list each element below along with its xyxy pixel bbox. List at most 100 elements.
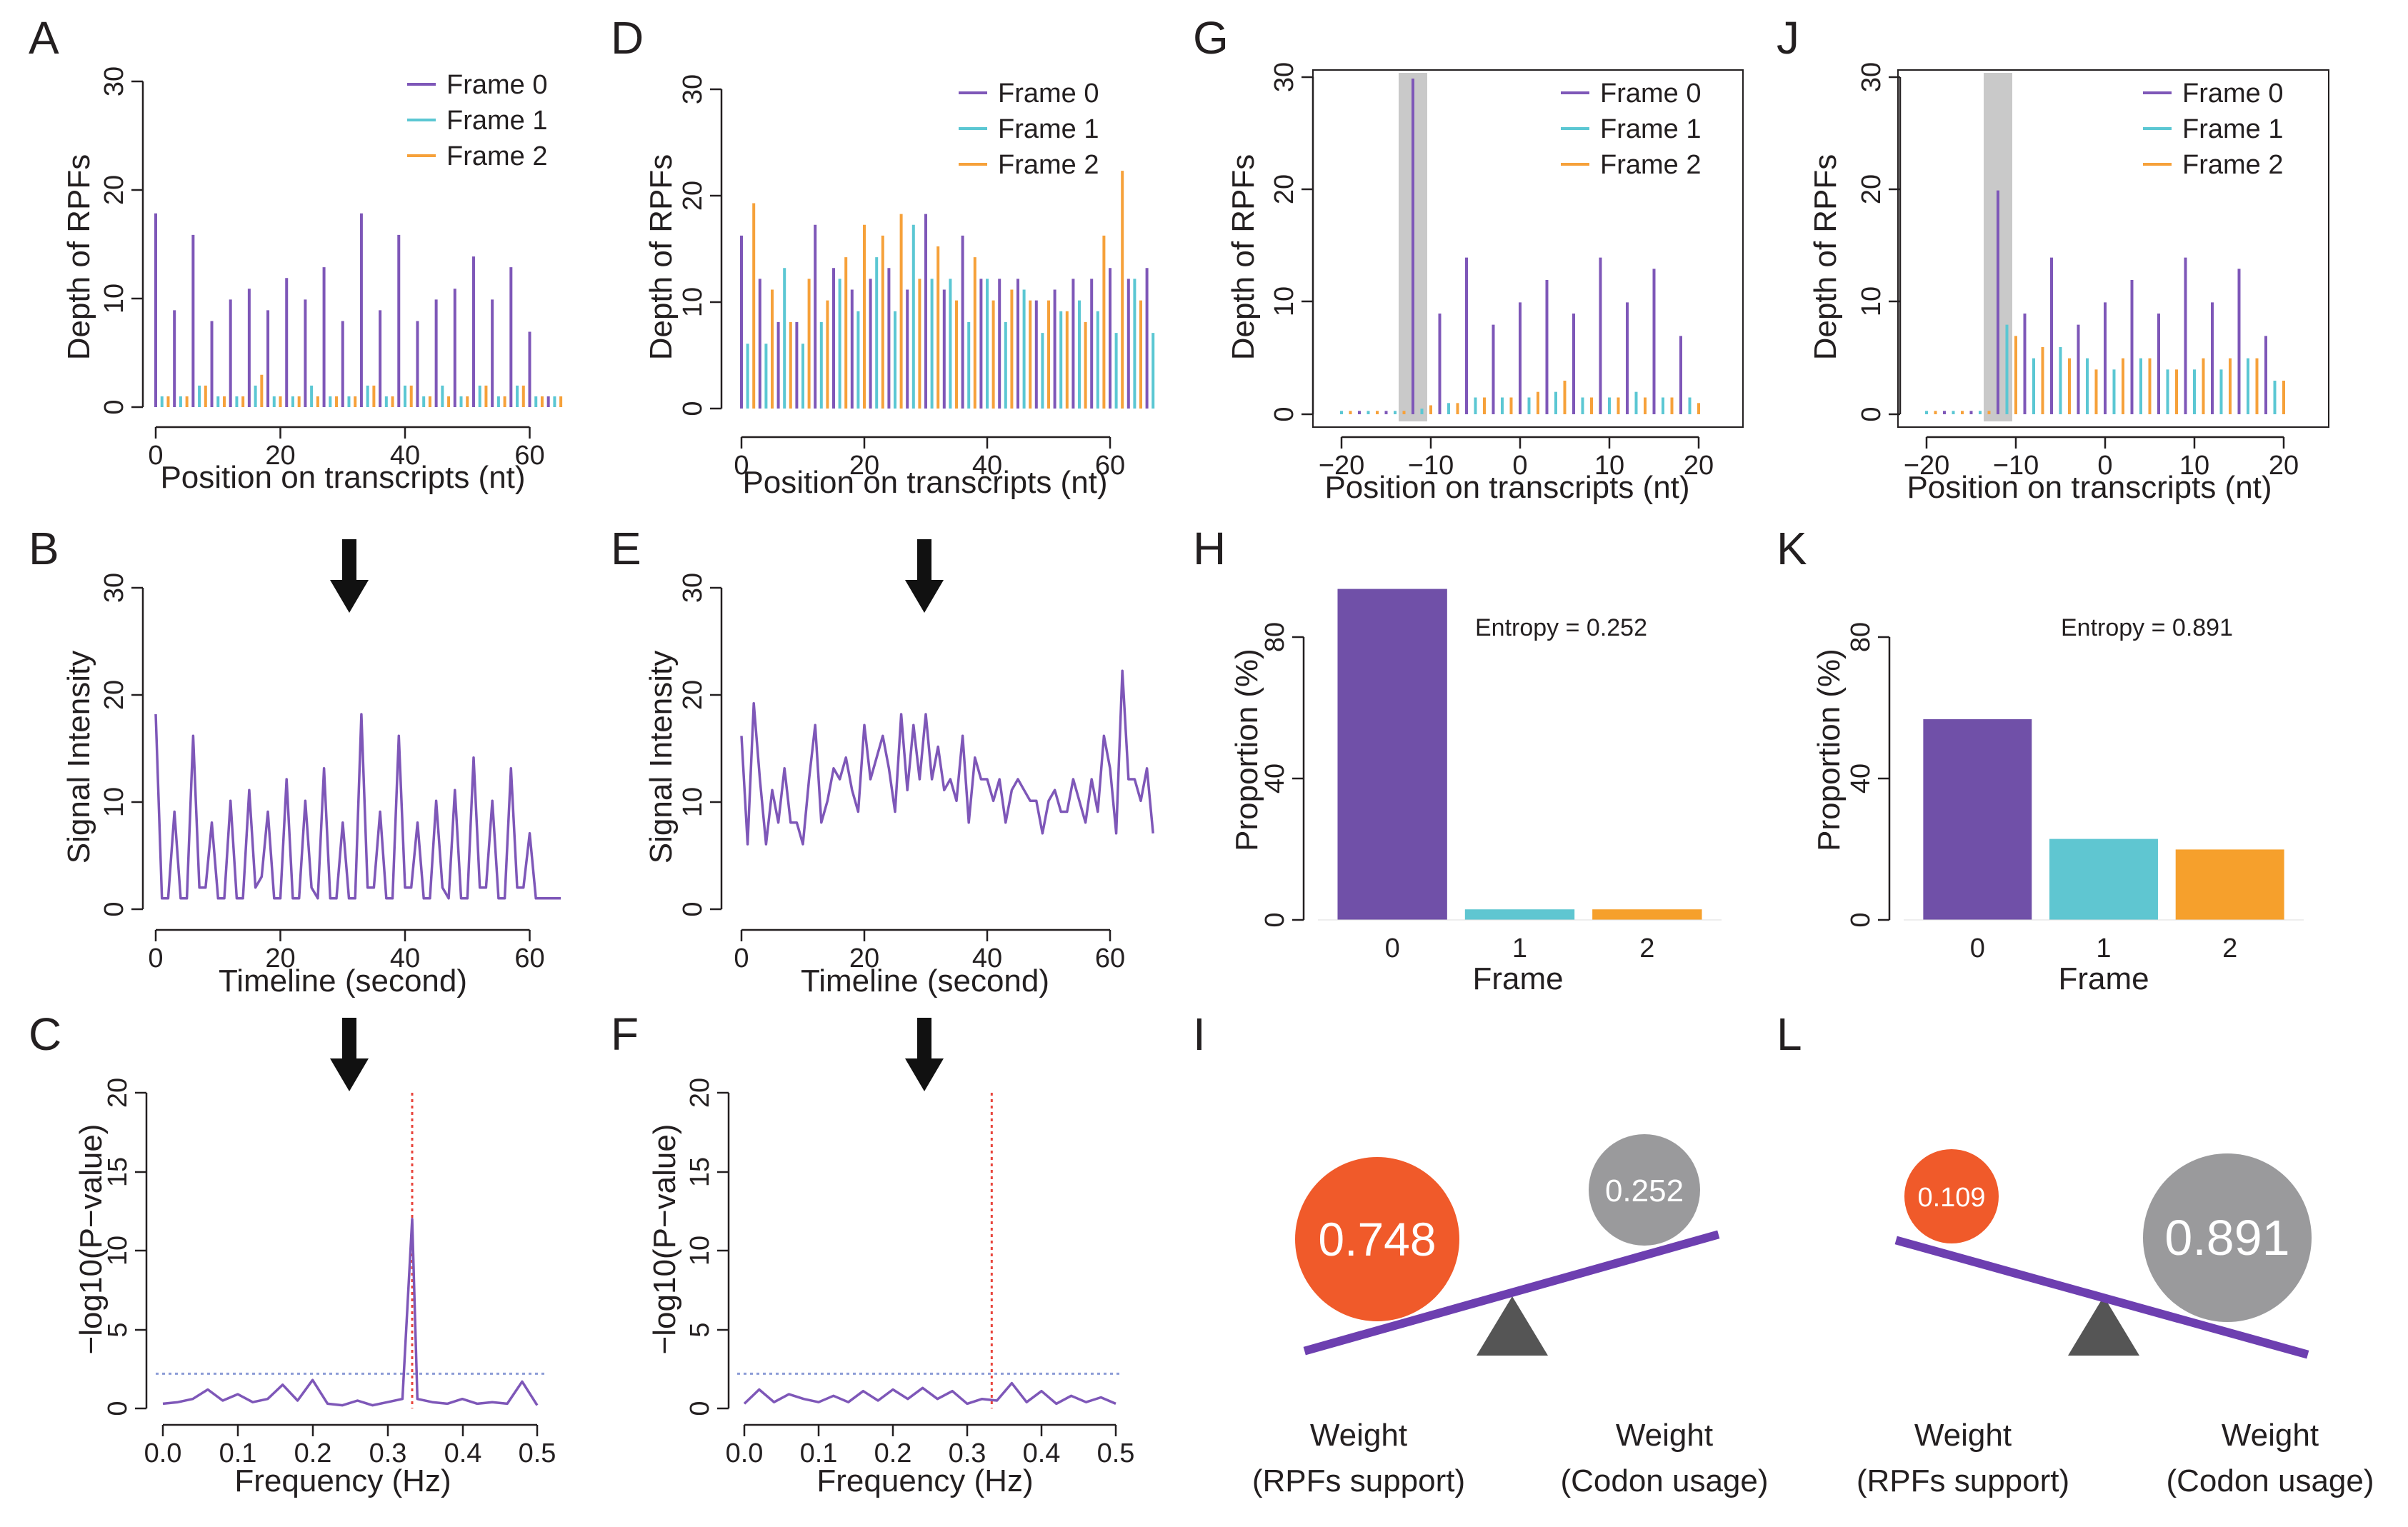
series-line <box>743 1381 1116 1406</box>
y-tick-label: 10 <box>99 787 129 817</box>
legend-label-frame2: Frame 2 <box>1600 150 1701 180</box>
x-tick-label: 0 <box>148 441 163 471</box>
legend-j: Frame 0 Frame 1 Frame 2 <box>2143 79 2283 180</box>
y-axis-title-g: Depth of RPFs <box>1226 154 1261 361</box>
y-tick-label: 40 <box>1846 764 1876 793</box>
weight-label-codon: Weight <box>1616 1418 1713 1453</box>
x-tick-label: 0.5 <box>519 1438 556 1468</box>
x-tick-label: 10 <box>1594 451 1624 481</box>
y-tick-label: 0 <box>99 901 129 916</box>
y-tick-label: 15 <box>103 1157 133 1187</box>
y-tick-label: 5 <box>103 1322 133 1337</box>
y-tick-label: 30 <box>99 573 129 603</box>
x-axis-title-d: Position on transcripts (nt) <box>742 465 1107 500</box>
legend-label-frame2: Frame 2 <box>998 150 1099 180</box>
x-tick-label: 0.5 <box>1097 1438 1135 1468</box>
rpf-weight-value: 0.109 <box>1917 1183 1985 1213</box>
x-tick-label: 0.1 <box>219 1438 257 1468</box>
y-tick-label: 30 <box>1269 62 1299 92</box>
arrow-down-icon <box>330 1018 369 1091</box>
y-tick-label: 0 <box>103 1401 133 1416</box>
y-tick-label: 80 <box>1846 622 1876 652</box>
bar-frame-0 <box>1923 719 2032 920</box>
y-tick-label: 40 <box>1260 764 1290 793</box>
x-tick-label: 1 <box>2096 933 2111 963</box>
x-tick-label: −10 <box>1408 451 1454 481</box>
bar-frame-1 <box>1464 909 1575 920</box>
panel-letter-c: C <box>29 1008 61 1060</box>
y-tick-label: 0 <box>1846 912 1876 927</box>
x-tick-label: 2 <box>1639 933 1654 963</box>
y-tick-label: 20 <box>685 1078 715 1108</box>
legend-label-frame0: Frame 0 <box>998 79 1099 109</box>
weight-label-codon: Weight <box>2222 1418 2319 1453</box>
x-tick-label: 40 <box>972 943 1002 973</box>
x-tick-label: 2 <box>2222 933 2237 963</box>
x-tick-label: 0.2 <box>874 1438 912 1468</box>
panel-letter-a: A <box>29 12 59 64</box>
weight-label-rpf: Weight <box>1310 1418 1407 1453</box>
series-line <box>740 669 1154 846</box>
panel-letter-h: H <box>1193 523 1226 574</box>
codon-usage-weight-ball <box>2143 1153 2312 1322</box>
axis-titles: Position on transcripts (nt) Depth of RP… <box>61 154 2272 1498</box>
fulcrum-icon <box>2068 1296 2139 1356</box>
bar-frame-1 <box>2049 838 2158 920</box>
y-tick-label: 0 <box>685 1401 715 1416</box>
x-tick-label: 60 <box>1095 943 1125 973</box>
y-tick-label: 30 <box>99 66 129 96</box>
y-tick-label: 20 <box>1269 174 1299 204</box>
x-tick-label: 0.3 <box>949 1438 986 1468</box>
x-axis-title-h: Frame <box>1472 961 1563 996</box>
x-tick-label: 0.4 <box>444 1438 482 1468</box>
weight-sub-codon: (Codon usage) <box>1560 1463 1768 1498</box>
y-tick-label: 10 <box>1269 286 1299 316</box>
y-tick-label: 20 <box>99 175 129 205</box>
x-tick-label: 40 <box>390 943 420 973</box>
bar-frame-0 <box>1337 589 1447 920</box>
balance-i: 0.748 0.252 <box>1295 1134 1720 1356</box>
x-axis-title-e: Timeline (second) <box>801 963 1049 998</box>
panel-letter-k: K <box>1777 523 1807 574</box>
y-tick-label: 10 <box>678 287 708 317</box>
y-tick-label: 20 <box>1857 174 1887 204</box>
panel-letter-g: G <box>1193 12 1229 64</box>
weight-label-rpf: Weight <box>1914 1418 2012 1453</box>
x-tick-label: 60 <box>514 441 544 471</box>
balance-beam <box>1303 1230 1720 1356</box>
fulcrum-icon <box>1477 1296 1548 1356</box>
x-tick-label: 20 <box>265 441 295 471</box>
y-tick-label: 10 <box>103 1236 133 1266</box>
y-tick-label: 10 <box>678 787 708 817</box>
y-axis-title-f: −log10(P−value) <box>647 1124 682 1355</box>
plot-frame <box>1897 69 2329 428</box>
y-tick-label: 20 <box>103 1078 133 1108</box>
y-tick-label: 30 <box>678 573 708 603</box>
y-tick-label: 0 <box>678 901 708 916</box>
legend-label-frame1: Frame 1 <box>446 106 547 136</box>
x-tick-label: −20 <box>1904 451 1949 481</box>
panel-letter-j: J <box>1777 12 1799 64</box>
x-tick-label: 60 <box>514 943 544 973</box>
entropy-annotation-h: Entropy = 0.252 <box>1475 614 1647 641</box>
legend-g: Frame 0 Frame 1 Frame 2 <box>1561 79 1701 180</box>
legend-a: Frame 0 Frame 1 Frame 2 <box>407 70 547 171</box>
y-tick-label: 0 <box>1269 406 1299 421</box>
x-tick-label: 0.1 <box>800 1438 838 1468</box>
x-tick-label: 0 <box>734 943 749 973</box>
flow-arrows <box>330 539 944 1091</box>
x-tick-label: 0 <box>1970 933 1985 963</box>
codon-weight-value: 0.252 <box>1605 1173 1684 1208</box>
x-tick-label: 60 <box>1095 451 1125 481</box>
series-line <box>154 713 561 900</box>
panel-letters: A B C D E F G H I J K L <box>29 12 1807 1060</box>
bar-frame-2 <box>1592 909 1702 920</box>
x-axis-title-a: Position on transcripts (nt) <box>160 460 525 495</box>
x-tick-label: −20 <box>1319 451 1364 481</box>
panel-letter-b: B <box>29 523 59 574</box>
y-tick-label: 20 <box>678 680 708 710</box>
balance-l: 0.109 0.891 <box>1894 1149 2312 1359</box>
x-axis-title-j: Position on transcripts (nt) <box>1907 470 2272 505</box>
